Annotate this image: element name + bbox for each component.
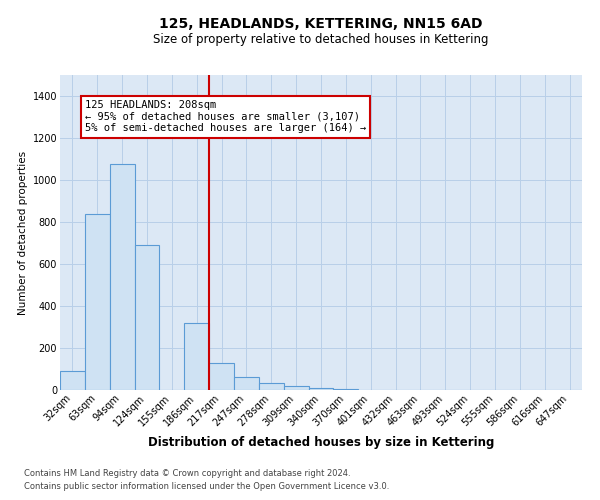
Bar: [134, 245, 160, 390]
Bar: [85, 214, 110, 390]
Bar: [209, 362, 234, 390]
Bar: [284, 386, 308, 390]
Bar: [259, 382, 284, 390]
Bar: [60, 371, 85, 390]
Text: Contains public sector information licensed under the Open Government Licence v3: Contains public sector information licen…: [24, 482, 389, 491]
X-axis label: Distribution of detached houses by size in Kettering: Distribution of detached houses by size …: [148, 436, 494, 449]
Text: Size of property relative to detached houses in Kettering: Size of property relative to detached ho…: [153, 32, 489, 46]
Bar: [184, 323, 209, 390]
Bar: [110, 164, 134, 390]
Y-axis label: Number of detached properties: Number of detached properties: [19, 150, 28, 314]
Text: Contains HM Land Registry data © Crown copyright and database right 2024.: Contains HM Land Registry data © Crown c…: [24, 468, 350, 477]
Text: 125 HEADLANDS: 208sqm
← 95% of detached houses are smaller (3,107)
5% of semi-de: 125 HEADLANDS: 208sqm ← 95% of detached …: [85, 100, 366, 134]
Text: 125, HEADLANDS, KETTERING, NN15 6AD: 125, HEADLANDS, KETTERING, NN15 6AD: [159, 18, 483, 32]
Bar: [234, 378, 259, 390]
Bar: [334, 389, 358, 390]
Bar: [308, 388, 334, 390]
